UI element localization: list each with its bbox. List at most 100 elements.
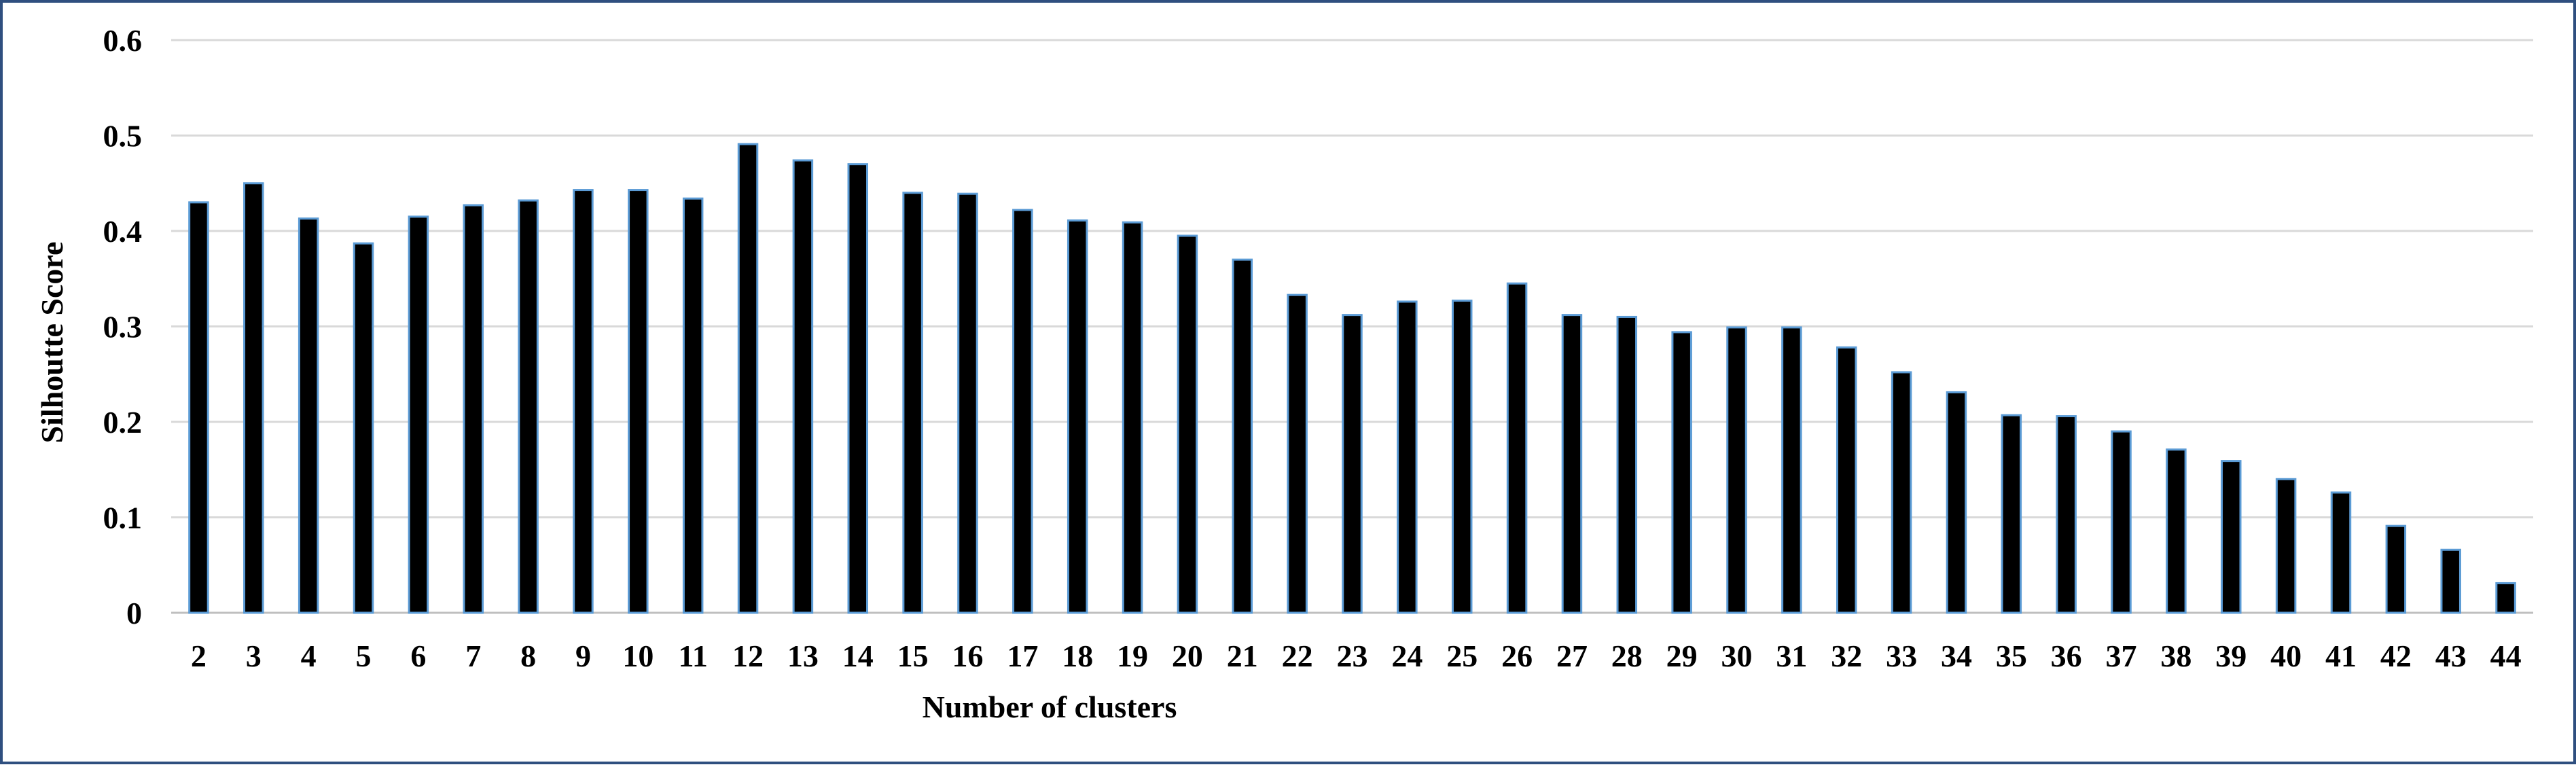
y-tick-label: 0.2 — [103, 405, 143, 440]
bar-42 — [2385, 524, 2407, 614]
x-tick-label: 7 — [465, 639, 481, 673]
x-tick-label: 34 — [1941, 639, 1972, 673]
bar-16 — [957, 192, 978, 614]
x-tick-label: 27 — [1556, 639, 1588, 673]
bar-40 — [2275, 478, 2297, 614]
bar-24 — [1397, 300, 1418, 614]
x-tick-label: 20 — [1172, 639, 1203, 673]
x-tick-label: 38 — [2160, 639, 2192, 673]
bar-19 — [1122, 221, 1143, 614]
x-tick-label: 29 — [1666, 639, 1698, 673]
bar-8 — [518, 199, 539, 614]
bar-9 — [573, 189, 594, 614]
x-tick-label: 15 — [897, 639, 929, 673]
x-tick-label: 14 — [842, 639, 874, 673]
bar-2 — [188, 201, 209, 614]
x-tick-label: 13 — [787, 639, 819, 673]
bar-39 — [2221, 460, 2242, 614]
x-tick-label: 3 — [246, 639, 262, 673]
bar-30 — [1726, 326, 1747, 614]
x-tick-label: 9 — [575, 639, 591, 673]
bars — [188, 143, 2516, 614]
x-tick-label: 30 — [1721, 639, 1753, 673]
bar-34 — [1946, 391, 1967, 614]
bar-25 — [1451, 300, 1473, 614]
x-tick-label: 2 — [191, 639, 207, 673]
x-tick-label: 37 — [2106, 639, 2137, 673]
bar-36 — [2056, 415, 2077, 614]
bar-35 — [2001, 414, 2022, 614]
x-tick-label: 32 — [1831, 639, 1862, 673]
x-tick-label: 5 — [356, 639, 372, 673]
x-tick-label: 21 — [1227, 639, 1258, 673]
x-tick-label: 36 — [2051, 639, 2082, 673]
x-tick-label: 12 — [732, 639, 764, 673]
bar-26 — [1506, 282, 1528, 614]
bar-41 — [2330, 491, 2352, 614]
bar-38 — [2166, 448, 2187, 614]
x-tick-label: 11 — [678, 639, 707, 673]
bar-37 — [2111, 430, 2132, 614]
bar-22 — [1287, 293, 1308, 614]
bar-18 — [1067, 219, 1088, 614]
bar-21 — [1232, 258, 1253, 614]
x-tick-label: 4 — [301, 639, 317, 673]
y-tick-labels: 0 0.1 0.2 0.3 0.4 0.5 0.6 — [103, 23, 143, 630]
y-tick-label: 0.4 — [103, 214, 143, 249]
bar-31 — [1781, 326, 1802, 614]
x-tick-label: 16 — [952, 639, 983, 673]
bar-43 — [2440, 548, 2461, 614]
x-tick-label: 41 — [2325, 639, 2357, 673]
x-tick-label: 8 — [520, 639, 536, 673]
bar-33 — [1891, 371, 1912, 614]
bar-6 — [408, 215, 429, 614]
bar-17 — [1012, 209, 1033, 614]
bar-5 — [353, 242, 374, 614]
x-tick-labels: 2 3 4 5 6 7 8 9 10 11 12 13 14 15 16 17 18 19 20 21 22 23 24 25… — [191, 639, 2522, 673]
x-tick-label: 23 — [1337, 639, 1368, 673]
x-tick-label: 28 — [1611, 639, 1643, 673]
x-tick-label: 25 — [1446, 639, 1478, 673]
y-tick-label: 0 — [126, 596, 142, 630]
x-tick-label: 44 — [2490, 639, 2522, 673]
bar-10 — [628, 189, 649, 614]
x-tick-label: 22 — [1282, 639, 1313, 673]
y-tick-label: 0.5 — [103, 119, 143, 154]
bar-13 — [792, 159, 814, 614]
bar-3 — [243, 182, 264, 614]
x-tick-label: 18 — [1062, 639, 1093, 673]
x-tick-label: 24 — [1391, 639, 1423, 673]
x-tick-label: 43 — [2435, 639, 2467, 673]
y-tick-label: 0.6 — [103, 23, 143, 58]
x-tick-label: 6 — [410, 639, 426, 673]
x-tick-label: 35 — [1996, 639, 2027, 673]
x-tick-label: 26 — [1501, 639, 1533, 673]
bar-27 — [1561, 314, 1583, 614]
x-tick-label: 33 — [1886, 639, 1917, 673]
bar-32 — [1836, 346, 1857, 614]
bar-4 — [298, 217, 319, 614]
bar-7 — [463, 204, 484, 614]
bar-29 — [1671, 331, 1692, 614]
bar-23 — [1342, 314, 1363, 614]
x-axis-title: Number of clusters — [923, 690, 1177, 724]
x-tick-label: 39 — [2215, 639, 2247, 673]
bar-15 — [902, 192, 923, 614]
y-tick-label: 0.3 — [103, 310, 143, 344]
bar-12 — [737, 143, 759, 614]
bar-44 — [2495, 582, 2516, 614]
y-axis-title: Silhoutte Score — [35, 242, 69, 444]
bar-20 — [1177, 234, 1198, 614]
x-tick-label: 40 — [2270, 639, 2302, 673]
x-tick-label: 17 — [1007, 639, 1038, 673]
bar-chart: 00.10.20.30.40.50.6 2 3 4 5 6 7 8 9 10 11 12 13 14 15… — [35, 23, 2533, 724]
y-tick-label: 0.1 — [103, 501, 143, 535]
x-tick-label: 31 — [1776, 639, 1807, 673]
bar-11 — [682, 197, 704, 614]
bar-14 — [847, 163, 869, 614]
x-tick-label: 19 — [1117, 639, 1148, 673]
x-tick-label: 42 — [2380, 639, 2412, 673]
x-tick-label: 10 — [622, 639, 654, 673]
bar-28 — [1616, 315, 1638, 614]
